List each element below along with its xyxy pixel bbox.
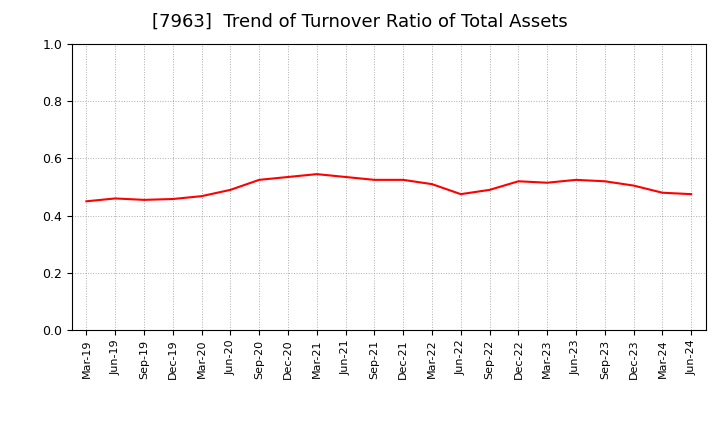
Text: [7963]  Trend of Turnover Ratio of Total Assets: [7963] Trend of Turnover Ratio of Total … (152, 13, 568, 31)
